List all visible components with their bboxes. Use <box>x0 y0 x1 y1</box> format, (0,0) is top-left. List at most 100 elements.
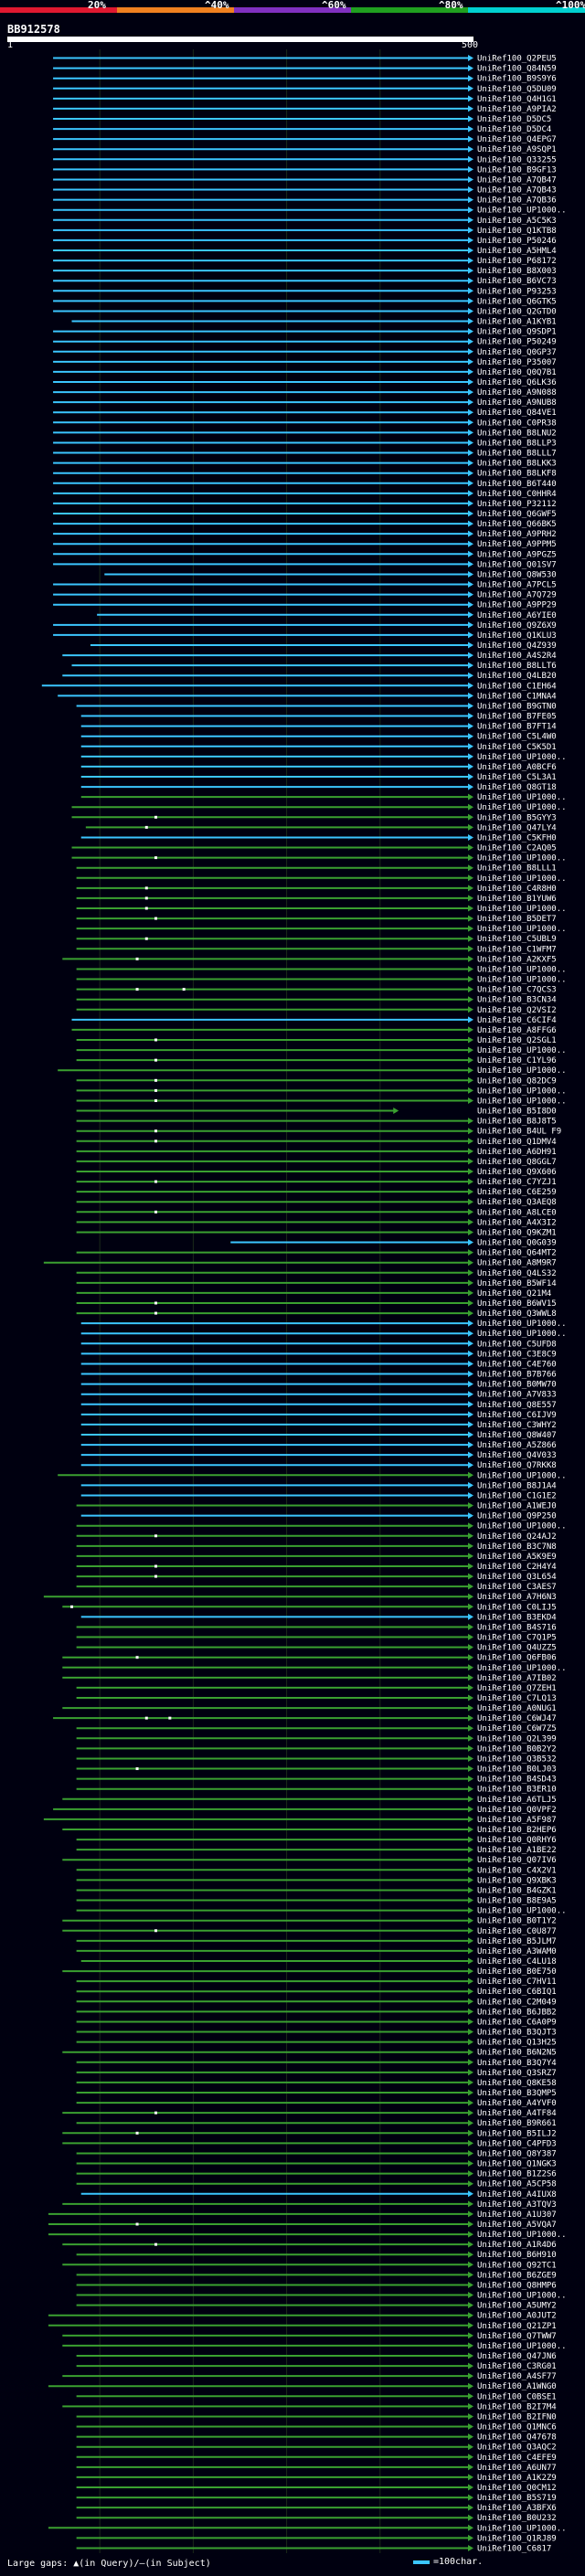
hit-label[interactable]: UniRef100_A9SQP1 <box>477 145 557 154</box>
hit-label[interactable]: UniRef100_B8LLL1 <box>477 864 557 874</box>
hit-label[interactable]: UniRef100_B6ZGE9 <box>477 2271 557 2280</box>
hit-label[interactable]: UniRef100_Q92TC1 <box>477 2261 557 2270</box>
hit-label[interactable]: UniRef100_UP1000.. <box>477 1330 567 1339</box>
hit-label[interactable]: UniRef100_A4X3I2 <box>477 1218 557 1227</box>
hit-label[interactable]: UniRef100_B6JBB2 <box>477 2008 557 2017</box>
hit-label[interactable]: UniRef100_A9PGZ5 <box>477 550 557 559</box>
hit-label[interactable]: UniRef100_B7FE05 <box>477 713 557 722</box>
hit-label[interactable]: UniRef100_UP1000.. <box>477 1522 567 1532</box>
hit-label[interactable]: UniRef100_B3ER10 <box>477 1786 557 1795</box>
hit-label[interactable]: UniRef100_A3BFX6 <box>477 2504 557 2513</box>
hit-label[interactable]: UniRef100_B9R661 <box>477 2119 557 2128</box>
hit-label[interactable]: UniRef100_A1WEJ0 <box>477 1502 557 1511</box>
hit-label[interactable]: UniRef100_Q9X606 <box>477 1168 557 1177</box>
hit-label[interactable]: UniRef100_A8FFG6 <box>477 1026 557 1035</box>
hit-label[interactable]: UniRef100_B4SD43 <box>477 1776 557 1785</box>
hit-label[interactable]: UniRef100_A7Q729 <box>477 591 557 600</box>
hit-label[interactable]: UniRef100_C1YL96 <box>477 1056 557 1065</box>
hit-label[interactable]: UniRef100_Q8W530 <box>477 570 557 579</box>
hit-label[interactable]: UniRef100_Q3SRZ7 <box>477 2069 557 2078</box>
hit-label[interactable]: UniRef100_UP1000.. <box>477 854 567 864</box>
hit-label[interactable]: UniRef100_Q4EPG7 <box>477 135 557 144</box>
hit-label[interactable]: UniRef100_A4SF77 <box>477 2372 557 2381</box>
hit-label[interactable]: UniRef100_UP1000.. <box>477 1664 567 1673</box>
hit-label[interactable]: UniRef100_Q64MT2 <box>477 1249 557 1258</box>
hit-label[interactable]: UniRef100_B5S719 <box>477 2494 557 2503</box>
hit-label[interactable]: UniRef100_Q2PEU5 <box>477 55 557 64</box>
hit-label[interactable]: UniRef100_B4GZK1 <box>477 1886 557 1895</box>
hit-label[interactable]: UniRef100_B5JLM7 <box>477 1937 557 1946</box>
hit-label[interactable]: UniRef100_A9PIA2 <box>477 105 557 114</box>
hit-label[interactable]: UniRef100_UP1000.. <box>477 2342 567 2351</box>
hit-label[interactable]: UniRef100_Q8HMP6 <box>477 2281 557 2290</box>
hit-label[interactable]: UniRef100_Q8GGL7 <box>477 1158 557 1167</box>
hit-label[interactable]: UniRef100_B2IFN0 <box>477 2412 557 2422</box>
hit-label[interactable]: UniRef100_Q0Q7B1 <box>477 368 557 377</box>
hit-label[interactable]: UniRef100_B9GTN0 <box>477 702 557 711</box>
hit-label[interactable]: UniRef100_A7QB43 <box>477 186 557 196</box>
hit-label[interactable]: UniRef100_B5WF14 <box>477 1279 557 1288</box>
hit-label[interactable]: UniRef100_UP1000.. <box>477 965 567 974</box>
hit-label[interactable]: UniRef100_A1KYB1 <box>477 318 557 327</box>
hit-label[interactable]: UniRef100_Q6LK36 <box>477 378 557 387</box>
hit-label[interactable]: UniRef100_A0NUG1 <box>477 1704 557 1713</box>
hit-label[interactable]: UniRef100_A6UN77 <box>477 2464 557 2473</box>
hit-label[interactable]: UniRef100_C4LU18 <box>477 1957 557 1966</box>
hit-label[interactable]: UniRef100_A7V833 <box>477 1391 557 1400</box>
hit-label[interactable]: UniRef100_A4TF84 <box>477 2109 557 2118</box>
hit-label[interactable]: UniRef100_Q47678 <box>477 2433 557 2443</box>
hit-label[interactable]: UniRef100_B3EKD4 <box>477 1613 557 1622</box>
hit-label[interactable]: UniRef100_C6WJ47 <box>477 1714 557 1723</box>
hit-label[interactable]: UniRef100_B7FT14 <box>477 723 557 732</box>
hit-label[interactable]: UniRef100_B3CN34 <box>477 996 557 1005</box>
hit-label[interactable]: UniRef100_C2M049 <box>477 1998 557 2007</box>
hit-label[interactable]: UniRef100_C7YZJ1 <box>477 1178 557 1187</box>
hit-label[interactable]: UniRef100_A6YIE0 <box>477 611 557 620</box>
hit-label[interactable]: UniRef100_A1U307 <box>477 2210 557 2220</box>
hit-label[interactable]: UniRef100_A3WAM0 <box>477 1947 557 1956</box>
hit-label[interactable]: UniRef100_Q33255 <box>477 155 557 164</box>
hit-label[interactable]: UniRef100_A9PPM5 <box>477 540 557 549</box>
hit-label[interactable]: UniRef100_C4E760 <box>477 1360 557 1369</box>
hit-label[interactable]: UniRef100_B9S9Y6 <box>477 75 557 84</box>
hit-label[interactable]: UniRef100_A7QB47 <box>477 175 557 185</box>
hit-label[interactable]: UniRef100_A7PCL5 <box>477 581 557 590</box>
hit-label[interactable]: UniRef100_A9PP29 <box>477 601 557 610</box>
hit-label[interactable]: UniRef100_UP1000.. <box>477 925 567 934</box>
hit-label[interactable]: UniRef100_P35007 <box>477 358 557 367</box>
hit-label[interactable]: UniRef100_Q6FB06 <box>477 1654 557 1663</box>
hit-label[interactable]: UniRef100_Q3AEQ8 <box>477 1198 557 1207</box>
hit-label[interactable]: UniRef100_B8LLT6 <box>477 662 557 671</box>
hit-label[interactable]: UniRef100_C5L4W0 <box>477 733 557 742</box>
hit-label[interactable]: UniRef100_C2AQ05 <box>477 844 557 853</box>
hit-label[interactable]: UniRef100_B8J1A4 <box>477 1481 557 1490</box>
hit-label[interactable]: UniRef100_A5CP58 <box>477 2180 557 2189</box>
hit-label[interactable]: UniRef100_C4EFE9 <box>477 2454 557 2463</box>
hit-label[interactable]: UniRef100_C7Q1P5 <box>477 1634 557 1643</box>
hit-label[interactable]: UniRef100_C6E259 <box>477 1188 557 1197</box>
hit-label[interactable]: UniRef100_C1MNA4 <box>477 692 557 701</box>
hit-label[interactable]: UniRef100_C7QCS3 <box>477 986 557 995</box>
hit-label[interactable]: UniRef100_B4S716 <box>477 1623 557 1632</box>
hit-label[interactable]: UniRef100_C5KFH0 <box>477 833 557 843</box>
hit-label[interactable]: UniRef100_Q84N59 <box>477 65 557 74</box>
hit-label[interactable]: UniRef100_A9PRH2 <box>477 530 557 539</box>
hit-label[interactable]: UniRef100_A3TQV3 <box>477 2200 557 2210</box>
hit-label[interactable]: UniRef100_Q9XBK3 <box>477 1876 557 1885</box>
hit-label[interactable]: UniRef100_Q0VPF2 <box>477 1806 557 1815</box>
hit-label[interactable]: UniRef100_Q3L654 <box>477 1573 557 1582</box>
hit-label[interactable]: UniRef100_Q4LS32 <box>477 1269 557 1278</box>
hit-label[interactable]: UniRef100_B8E9A5 <box>477 1897 557 1906</box>
hit-label[interactable]: UniRef100_A1WNG0 <box>477 2382 557 2391</box>
hit-label[interactable]: UniRef100_Q9P250 <box>477 1512 557 1521</box>
hit-label[interactable]: UniRef100_Q4LB20 <box>477 672 557 681</box>
hit-label[interactable]: UniRef100_B1YUW6 <box>477 895 557 904</box>
hit-label[interactable]: UniRef100_Q0RHY6 <box>477 1836 557 1845</box>
hit-label[interactable]: UniRef100_C7LQ13 <box>477 1694 557 1703</box>
hit-label[interactable]: UniRef100_B4UL F9 <box>477 1128 561 1137</box>
hit-label[interactable]: UniRef100_C3WHY2 <box>477 1421 557 1430</box>
hit-label[interactable]: UniRef100_A5K9E9 <box>477 1553 557 1562</box>
hit-label[interactable]: UniRef100_Q4H1G1 <box>477 95 557 104</box>
hit-label[interactable]: UniRef100_B5ILJ2 <box>477 2129 557 2138</box>
hit-label[interactable]: UniRef100_C3RG01 <box>477 2362 557 2371</box>
